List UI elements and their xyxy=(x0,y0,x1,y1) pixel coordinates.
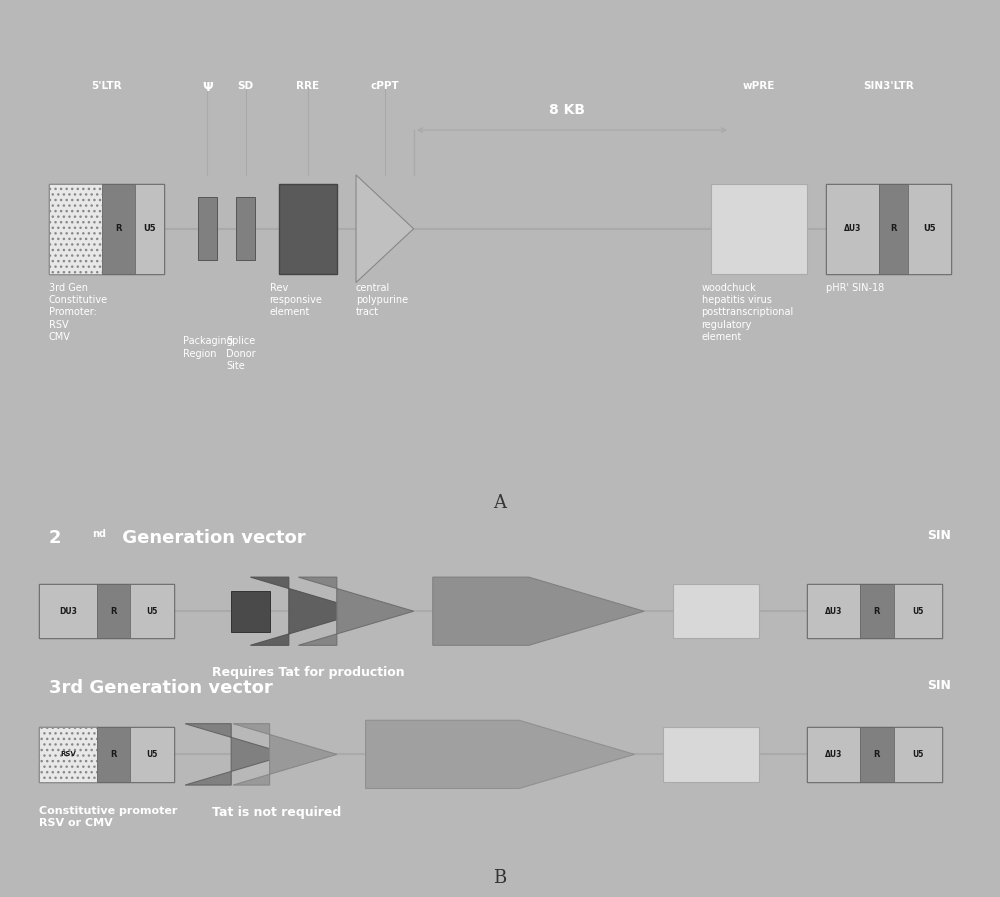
Bar xyxy=(279,184,337,274)
Text: U5: U5 xyxy=(146,606,158,615)
Text: central
polypurine
tract: central polypurine tract xyxy=(356,283,408,318)
Text: ΔU3: ΔU3 xyxy=(825,606,842,615)
Bar xyxy=(97,584,130,639)
Bar xyxy=(908,184,951,274)
Bar xyxy=(130,584,174,639)
Polygon shape xyxy=(433,577,644,645)
Text: RRE: RRE xyxy=(296,81,320,91)
Text: R: R xyxy=(115,224,122,233)
Text: U5: U5 xyxy=(143,224,156,233)
Text: SIN: SIN xyxy=(927,679,951,692)
Text: R: R xyxy=(874,750,880,759)
Text: woodchuck
hepatitis virus
posttranscriptional
regulatory
element: woodchuck hepatitis virus posttranscript… xyxy=(702,283,794,342)
Text: ΔU3: ΔU3 xyxy=(825,750,842,759)
Text: RSV: RSV xyxy=(60,752,76,757)
Text: R: R xyxy=(890,224,897,233)
Text: DU3: DU3 xyxy=(59,606,77,615)
Text: R: R xyxy=(110,606,117,615)
Bar xyxy=(894,584,942,639)
Bar xyxy=(102,184,135,274)
Bar xyxy=(663,727,759,781)
Text: Requires Tat for production: Requires Tat for production xyxy=(212,666,405,679)
Text: Packaging
Region: Packaging Region xyxy=(183,336,233,359)
Bar xyxy=(231,591,270,631)
Text: Generation vector: Generation vector xyxy=(116,529,306,547)
Text: U5: U5 xyxy=(912,750,923,759)
Text: wPRE: wPRE xyxy=(743,81,775,91)
Polygon shape xyxy=(233,724,337,785)
Text: Splice
Donor
Site: Splice Donor Site xyxy=(226,336,256,371)
Text: 2: 2 xyxy=(49,529,61,547)
Bar xyxy=(39,727,174,781)
Bar xyxy=(198,197,217,260)
Text: pHR' SIN-18: pHR' SIN-18 xyxy=(826,283,885,292)
Text: 8 KB: 8 KB xyxy=(549,102,585,117)
Text: 3rd Gen
Constitutive
Promoter:
RSV
CMV: 3rd Gen Constitutive Promoter: RSV CMV xyxy=(49,283,108,342)
Bar xyxy=(894,727,942,781)
Bar xyxy=(826,184,951,274)
Text: R: R xyxy=(874,606,880,615)
Polygon shape xyxy=(250,577,366,645)
Bar xyxy=(49,184,102,274)
Bar xyxy=(879,184,908,274)
Text: Ψ: Ψ xyxy=(202,81,213,93)
Text: 5'LTR: 5'LTR xyxy=(91,81,122,91)
Bar xyxy=(860,727,894,781)
Text: nd: nd xyxy=(92,529,106,539)
Bar xyxy=(97,727,130,781)
Text: U5: U5 xyxy=(146,750,158,759)
Bar xyxy=(673,584,759,639)
Bar xyxy=(860,584,894,639)
Bar xyxy=(39,584,174,639)
Bar xyxy=(807,584,942,639)
Polygon shape xyxy=(298,577,414,645)
Text: cPPT: cPPT xyxy=(370,81,399,91)
Bar xyxy=(826,184,879,274)
Text: Rev
responsive
element: Rev responsive element xyxy=(270,283,322,318)
Bar xyxy=(49,184,164,274)
Text: U5: U5 xyxy=(923,224,936,233)
Bar xyxy=(807,584,860,639)
Text: SIN3'LTR: SIN3'LTR xyxy=(863,81,914,91)
Text: SIN: SIN xyxy=(927,529,951,543)
Bar xyxy=(711,184,807,274)
Text: U5: U5 xyxy=(912,606,923,615)
Bar xyxy=(39,727,97,781)
Text: Constitutive promoter
RSV or CMV: Constitutive promoter RSV or CMV xyxy=(39,806,178,828)
Polygon shape xyxy=(185,724,289,785)
Bar xyxy=(130,727,174,781)
Text: B: B xyxy=(493,869,507,887)
Bar xyxy=(807,727,942,781)
Text: SD: SD xyxy=(238,81,254,91)
Bar xyxy=(135,184,164,274)
Text: 3rd Generation vector: 3rd Generation vector xyxy=(49,679,273,697)
Text: R: R xyxy=(110,750,117,759)
Polygon shape xyxy=(356,175,414,283)
Text: ΔU3: ΔU3 xyxy=(844,224,861,233)
Bar xyxy=(807,727,860,781)
Text: A: A xyxy=(494,494,507,512)
Text: Tat is not required: Tat is not required xyxy=(212,806,341,818)
Polygon shape xyxy=(366,720,634,788)
Bar xyxy=(39,584,97,639)
Bar xyxy=(236,197,255,260)
